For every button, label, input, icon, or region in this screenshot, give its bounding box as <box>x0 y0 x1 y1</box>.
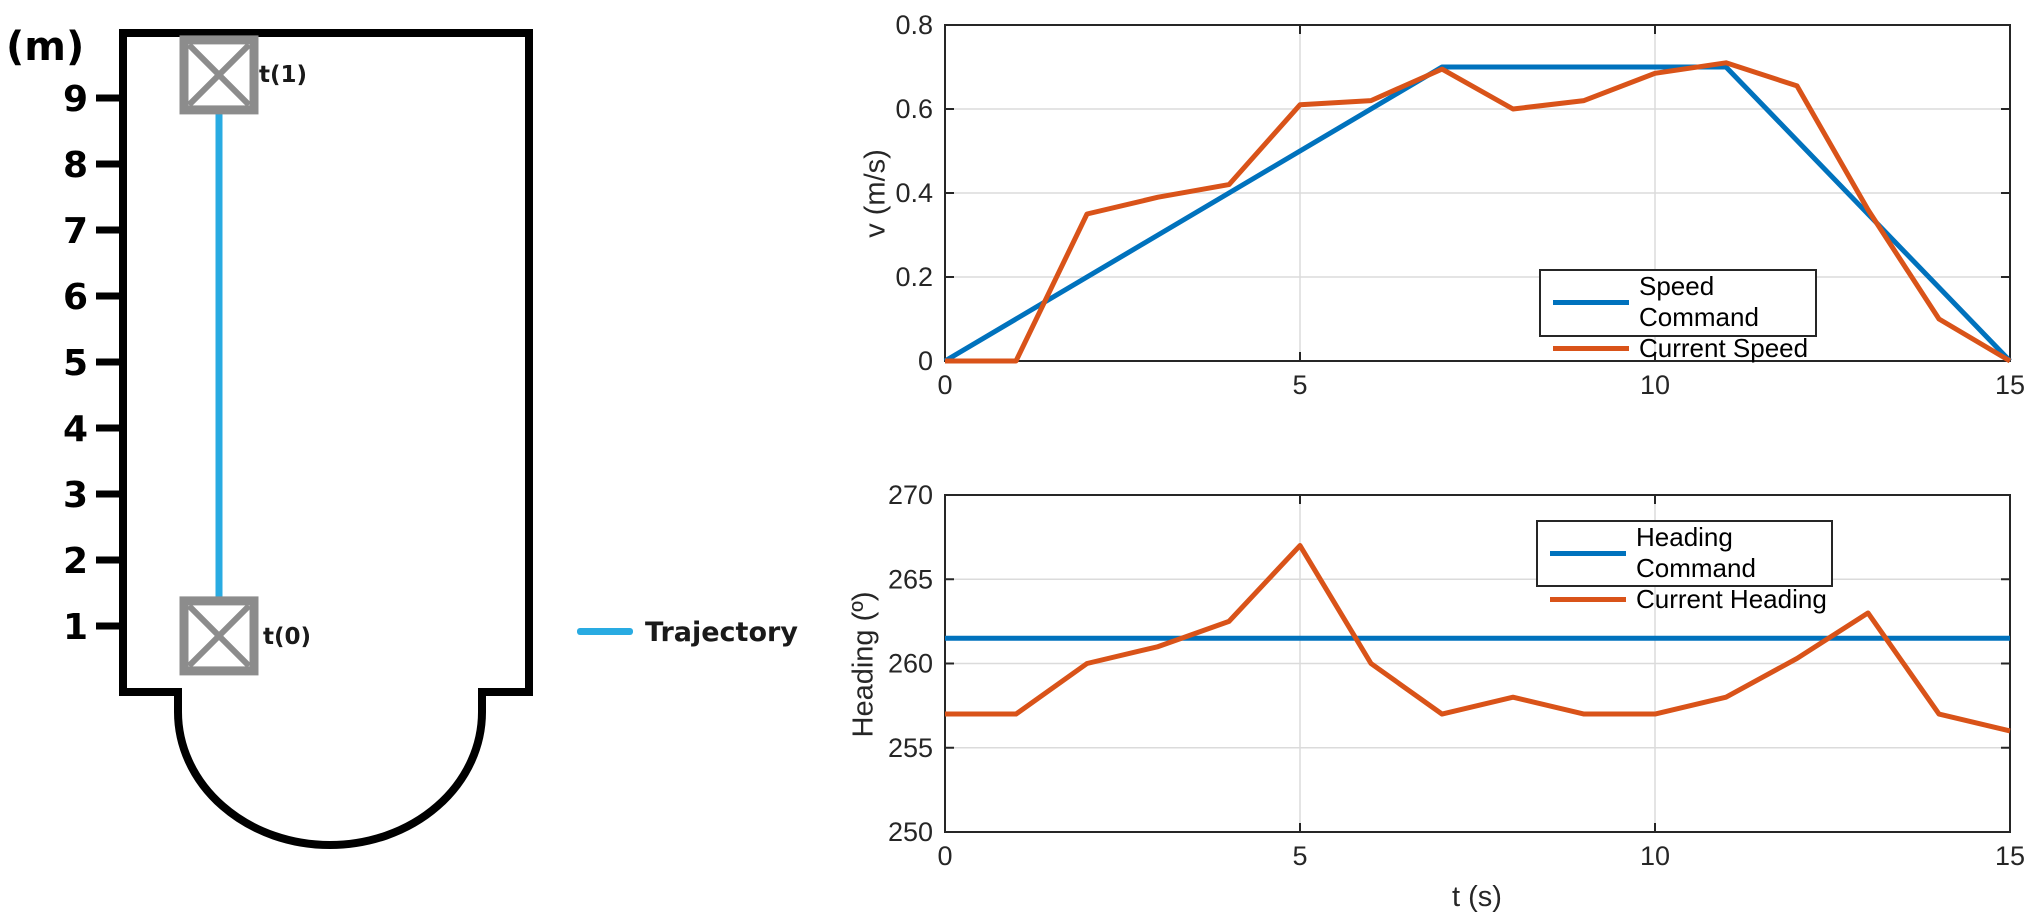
legend-row: Heading Command <box>1550 522 1831 584</box>
current-heading-swatch <box>1550 597 1626 602</box>
heading-command-swatch <box>1550 550 1626 556</box>
x-tick-label: 0 <box>937 370 952 400</box>
legend-row: Speed Command <box>1553 271 1815 333</box>
current-speed-label: Current Speed <box>1639 333 1809 363</box>
x-tick-label: 5 <box>1292 370 1307 400</box>
map-axis-tick-label: 9 <box>63 79 88 120</box>
map-axis-tick-label: 1 <box>63 607 88 648</box>
heading-legend: Heading Command Current Heading <box>1536 520 1833 614</box>
x-tick-label: 0 <box>937 841 952 871</box>
heading-ylabel: Heading (º) <box>847 591 880 738</box>
y-tick-label: 265 <box>888 564 933 594</box>
speed-legend: Speed Command Current Speed <box>1539 269 1817 363</box>
y-tick-label: 255 <box>888 733 933 763</box>
time-xlabel: t (s) <box>1452 881 1502 913</box>
y-tick-label: 250 <box>888 817 933 847</box>
current-speed-swatch <box>1553 346 1629 351</box>
trajectory-legend-swatch <box>577 628 633 635</box>
map-axis-tick-label: 3 <box>63 475 88 516</box>
speed-command-swatch <box>1553 299 1629 305</box>
speed-command-line <box>943 64 2012 364</box>
waypoint-label-t0: t(0) <box>263 624 312 650</box>
y-tick-label: 260 <box>888 649 933 679</box>
legend-row: Current Speed <box>1553 333 1815 364</box>
map-axis-unit: (m) <box>6 24 85 70</box>
x-tick-label: 5 <box>1292 841 1307 871</box>
pool-outline <box>119 29 533 849</box>
y-tick-label: 0.2 <box>895 262 933 292</box>
trajectory-map: 9 8 7 6 5 4 3 2 1 <box>63 29 533 849</box>
speed-ylabel: v (m/s) <box>859 149 892 238</box>
current-speed-line <box>945 60 2012 364</box>
y-tick-label: 0 <box>918 346 933 376</box>
x-tick-label: 10 <box>1640 370 1670 400</box>
map-axis-tick-label: 8 <box>63 145 88 186</box>
map-axis-tick-label: 6 <box>63 277 88 318</box>
map-axis-tick-label: 5 <box>63 343 88 384</box>
waypoint-label-t1: t(1) <box>259 62 308 88</box>
x-tick-label: 15 <box>1995 841 2025 871</box>
legend-row: Current Heading <box>1550 584 1831 615</box>
current-heading-line <box>945 543 2011 734</box>
y-tick-label: 0.8 <box>895 10 933 40</box>
x-tick-label: 10 <box>1640 841 1670 871</box>
map-axis-tick-label: 4 <box>63 409 88 450</box>
y-tick-label: 270 <box>888 480 933 510</box>
speed-command-label: Speed Command <box>1639 271 1759 332</box>
map-axis-tick-label: 7 <box>63 211 88 252</box>
x-tick-label: 15 <box>1995 370 2025 400</box>
speed-plot: 0 5 10 15 0 0.2 0.4 0.6 0.8 <box>895 10 2025 400</box>
map-axis-tick-label: 2 <box>63 541 88 582</box>
waypoint-marker <box>179 596 259 676</box>
current-heading-label: Current Heading <box>1636 584 1827 614</box>
heading-command-label: Heading Command <box>1636 522 1756 583</box>
waypoint-marker <box>179 35 259 115</box>
trajectory-legend-label: Trajectory <box>645 617 798 648</box>
y-tick-label: 0.6 <box>895 94 933 124</box>
heading-plot: 0 5 10 15 250 255 260 265 270 <box>888 480 2025 871</box>
y-tick-label: 0.4 <box>895 178 933 208</box>
